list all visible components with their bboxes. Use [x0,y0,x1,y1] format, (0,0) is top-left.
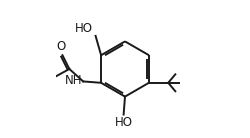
Text: HO: HO [75,22,93,34]
Text: O: O [56,40,66,53]
Text: HO: HO [114,116,132,129]
Text: NH: NH [65,74,82,87]
